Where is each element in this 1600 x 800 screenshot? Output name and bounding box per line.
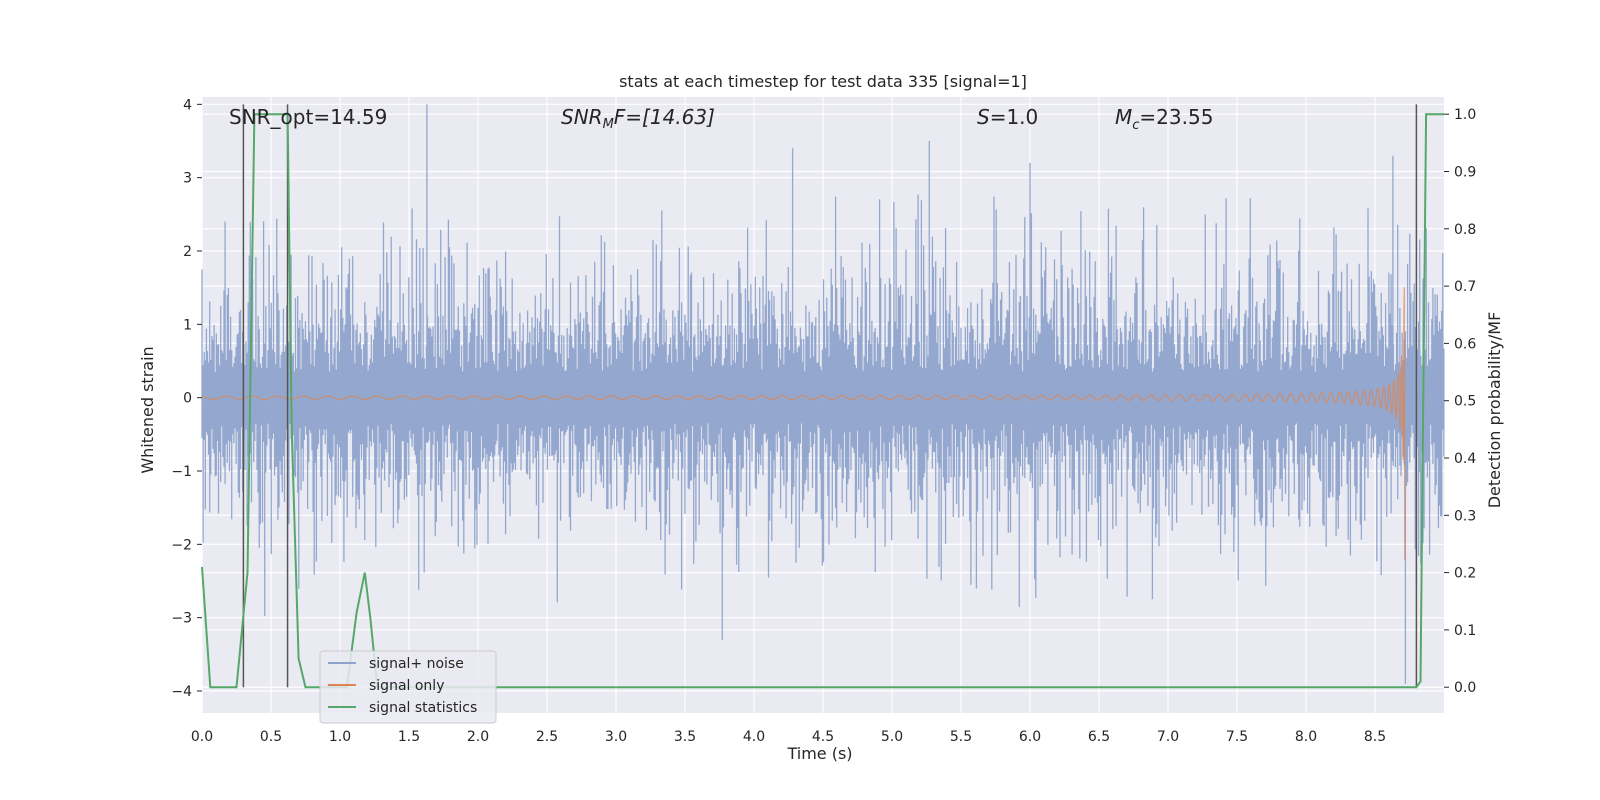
y2-tick-label: 0.7 <box>1454 279 1476 295</box>
x-tick-label: 1.0 <box>329 729 351 745</box>
y-tick-label: −1 <box>171 464 192 480</box>
legend: signal+ noise signal only signal statist… <box>319 650 497 724</box>
y2-tick-label: 0.1 <box>1454 623 1476 639</box>
y-tick-label: 3 <box>183 171 192 187</box>
x-tick-label: 4.0 <box>743 729 765 745</box>
y-axis-ticks: −4 −3 −2 −1 0 1 2 3 4 <box>171 97 202 700</box>
legend-label-statistics: signal statistics <box>369 700 477 716</box>
x-tick-label: 3.5 <box>674 729 696 745</box>
signal-only-line <box>201 287 1406 560</box>
x-tick-label: 3.0 <box>605 729 627 745</box>
legend-label-noise: signal+ noise <box>369 656 464 672</box>
x-tick-label: 8.5 <box>1364 729 1386 745</box>
y-tick-label: −4 <box>171 684 192 700</box>
y2-tick-label: 0.2 <box>1454 566 1476 582</box>
x-tick-label: 1.5 <box>398 729 420 745</box>
x-tick-label: 5.5 <box>950 729 972 745</box>
y-tick-label: −3 <box>171 611 192 627</box>
y2-tick-label: 0.5 <box>1454 394 1476 410</box>
y-tick-label: −2 <box>171 537 192 553</box>
x-tick-label: 7.0 <box>1157 729 1179 745</box>
legend-box <box>319 650 497 724</box>
x-tick-label: 0.5 <box>260 729 282 745</box>
y2-tick-label: 0.8 <box>1454 222 1476 238</box>
y-tick-label: 0 <box>183 391 192 407</box>
y2-tick-label: 0.9 <box>1454 164 1476 180</box>
snr-opt-annotation: SNR_opt=14.59 <box>229 105 387 129</box>
x-tick-label: 6.0 <box>1019 729 1041 745</box>
x-tick-label: 2.0 <box>467 729 489 745</box>
y2-tick-label: 1.0 <box>1454 107 1476 123</box>
x-tick-label: 6.5 <box>1088 729 1110 745</box>
x-tick-label: 0.0 <box>191 729 213 745</box>
y-tick-label: 2 <box>183 244 192 260</box>
snr-mf-annotation: SNRMF=[14.63] <box>561 105 715 132</box>
y2-tick-label: 0.4 <box>1454 451 1476 467</box>
y2-axis-ticks: 0.0 0.1 0.2 0.3 0.4 0.5 0.6 0.7 0.8 0.9 1.0 <box>1444 107 1476 696</box>
y2-axis-label: Detection probability/MF <box>1485 312 1504 509</box>
x-tick-label: 8.0 <box>1295 729 1317 745</box>
y-tick-label: 1 <box>183 317 192 333</box>
x-tick-label: 4.5 <box>812 729 834 745</box>
signal-noise-line <box>201 104 1445 684</box>
s-annotation: S=1.0 <box>977 105 1038 129</box>
vertical-markers <box>242 104 1418 688</box>
x-tick-label: 7.5 <box>1226 729 1248 745</box>
signal-only-series <box>201 287 1406 560</box>
y2-tick-label: 0.0 <box>1454 680 1476 696</box>
legend-label-signal: signal only <box>369 678 444 694</box>
x-tick-label: 2.5 <box>536 729 558 745</box>
y-tick-label: 4 <box>183 97 192 113</box>
chart-title: stats at each timestep for test data 335… <box>619 72 1027 91</box>
x-tick-label: 5.0 <box>881 729 903 745</box>
y2-tick-label: 0.3 <box>1454 508 1476 524</box>
x-axis-ticks: 0.0 0.5 1.0 1.5 2.0 2.5 3.0 3.5 4.0 4.5 5.0 5.5 6.0 6… <box>191 729 1386 745</box>
signal-noise-series <box>201 104 1445 684</box>
y2-tick-label: 0.6 <box>1454 336 1476 352</box>
mc-annotation: Mc=23.55 <box>1115 105 1213 133</box>
x-axis-label: Time (s) <box>786 744 852 763</box>
y-axis-label: Whitened strain <box>138 346 157 473</box>
